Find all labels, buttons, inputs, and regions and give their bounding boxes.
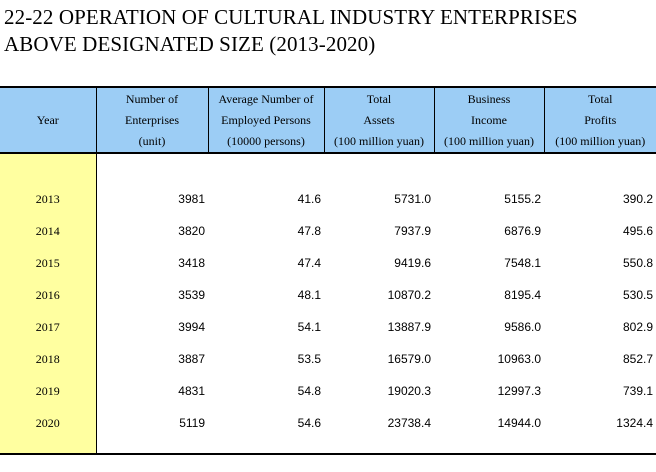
enterprises-cell: 3820 [178,224,205,238]
year-cell: 2017 [0,311,97,343]
employed-persons-cell: 54.6 [297,416,321,430]
title-line-2: ABOVE DESIGNATED SIZE (2013-2020) [4,32,376,56]
header-year: Year [0,86,96,154]
header-line: (100 million yuan) [444,133,534,148]
business-income-cell: 6876.9 [504,224,541,238]
header-line: (unit) [138,133,166,148]
total-profits-cell: 852.7 [622,352,653,366]
header-line: Assets [363,112,395,127]
header-line: Income [471,112,507,127]
business-income-cell: 8195.4 [504,288,541,302]
enterprises-cell: 3539 [178,288,205,302]
year-cell: 2016 [0,279,97,311]
table-row: 2015 3418 47.4 9419.6 7548.1 550.8 [0,247,656,279]
header-line: Business [467,91,511,106]
enterprises-cell: 3994 [178,320,205,334]
header-total-profits: Total Profits (100 million yuan) [543,86,656,154]
header-line: Profits [584,112,617,127]
header-line: Enterprises [125,112,179,127]
enterprises-cell: 3887 [178,352,205,366]
business-income-cell: 5155.2 [504,192,541,206]
page-title: 22-22 OPERATION OF CULTURAL INDUSTRY ENT… [4,4,654,58]
year-cell: 2015 [0,247,97,279]
total-profits-cell: 390.2 [622,192,653,206]
header-line: (100 million yuan) [334,133,424,148]
business-income-cell: 9586.0 [504,320,541,334]
total-profits-cell: 1324.4 [616,416,653,430]
total-profits-cell: 802.9 [622,320,653,334]
total-assets-cell: 7937.9 [394,224,431,238]
header-line: Employed Persons [221,112,311,127]
header-business-income: Business Income (100 million yuan) [433,86,544,154]
year-cell [0,153,97,183]
statistics-table: Year Number of Enterprises (unit) Averag… [0,86,656,455]
year-cell: 2018 [0,343,97,375]
table-body: 2013 3981 41.6 5731.0 5155.2 390.2 2014 3820 47.… [0,153,656,455]
header-line: (100 million yuan) [555,133,646,148]
table-row: 2016 3539 48.1 10870.2 8195.4 530.5 [0,279,656,311]
business-income-cell: 10963.0 [497,352,541,366]
employed-persons-cell: 48.1 [297,288,321,302]
total-assets-cell: 9419.6 [394,256,431,270]
employed-persons-cell: 47.4 [297,256,321,270]
header-row: Year Number of Enterprises (unit) Averag… [0,86,656,154]
total-assets-cell: 23738.4 [387,416,431,430]
year-cell: 2013 [0,183,97,215]
enterprises-cell: 3981 [178,192,205,206]
total-assets-cell: 5731.0 [394,192,431,206]
year-cell: 2014 [0,215,97,247]
year-cell [0,439,97,455]
total-profits-cell: 530.5 [622,288,653,302]
employed-persons-cell: 47.8 [297,224,321,238]
title-line-1: 22-22 OPERATION OF CULTURAL INDUSTRY ENT… [4,5,578,29]
table-row: 2020 5119 54.6 23738.4 14944.0 1324.4 [0,407,656,439]
employed-persons-cell: 54.8 [297,384,321,398]
total-profits-cell: 739.1 [622,384,653,398]
spacer-row [0,153,656,183]
header-line: Average Number of [218,91,314,106]
employed-persons-cell: 41.6 [297,192,321,206]
total-assets-cell: 10870.2 [387,288,431,302]
business-income-cell: 14944.0 [497,416,541,430]
header-line: Number of [125,91,179,106]
table-row: 2017 3994 54.1 13887.9 9586.0 802.9 [0,311,656,343]
total-profits-cell: 550.8 [622,256,653,270]
enterprises-cell: 3418 [178,256,205,270]
header-total-assets: Total Assets (100 million yuan) [323,86,434,154]
employed-persons-cell: 54.1 [297,320,321,334]
header-employed-persons: Average Number of Employed Persons (1000… [207,86,324,154]
table-row: 2018 3887 53.5 16579.0 10963.0 852.7 [0,343,656,375]
year-cell: 2020 [0,407,97,439]
spacer-row [0,439,656,455]
enterprises-cell: 5119 [179,416,205,430]
total-profits-cell: 495.6 [622,224,653,238]
header-line: Year [36,112,59,127]
business-income-cell: 12997.3 [497,384,541,398]
employed-persons-cell: 53.5 [297,352,321,366]
header-line: Total [366,91,392,106]
table-row: 2013 3981 41.6 5731.0 5155.2 390.2 [0,183,656,215]
business-income-cell: 7548.1 [504,256,541,270]
table-row: 2014 3820 47.8 7937.9 6876.9 495.6 [0,215,656,247]
year-cell: 2019 [0,375,97,407]
table-header: Year Number of Enterprises (unit) Averag… [0,86,656,154]
header-line: Total [588,91,613,106]
total-assets-cell: 16579.0 [387,352,431,366]
header-enterprises: Number of Enterprises (unit) [95,86,208,154]
total-assets-cell: 19020.3 [387,384,431,398]
table-row: 2019 4831 54.8 19020.3 12997.3 739.1 [0,375,656,407]
enterprises-cell: 4831 [178,384,205,398]
header-line: (10000 persons) [227,133,305,148]
total-assets-cell: 13887.9 [387,320,431,334]
